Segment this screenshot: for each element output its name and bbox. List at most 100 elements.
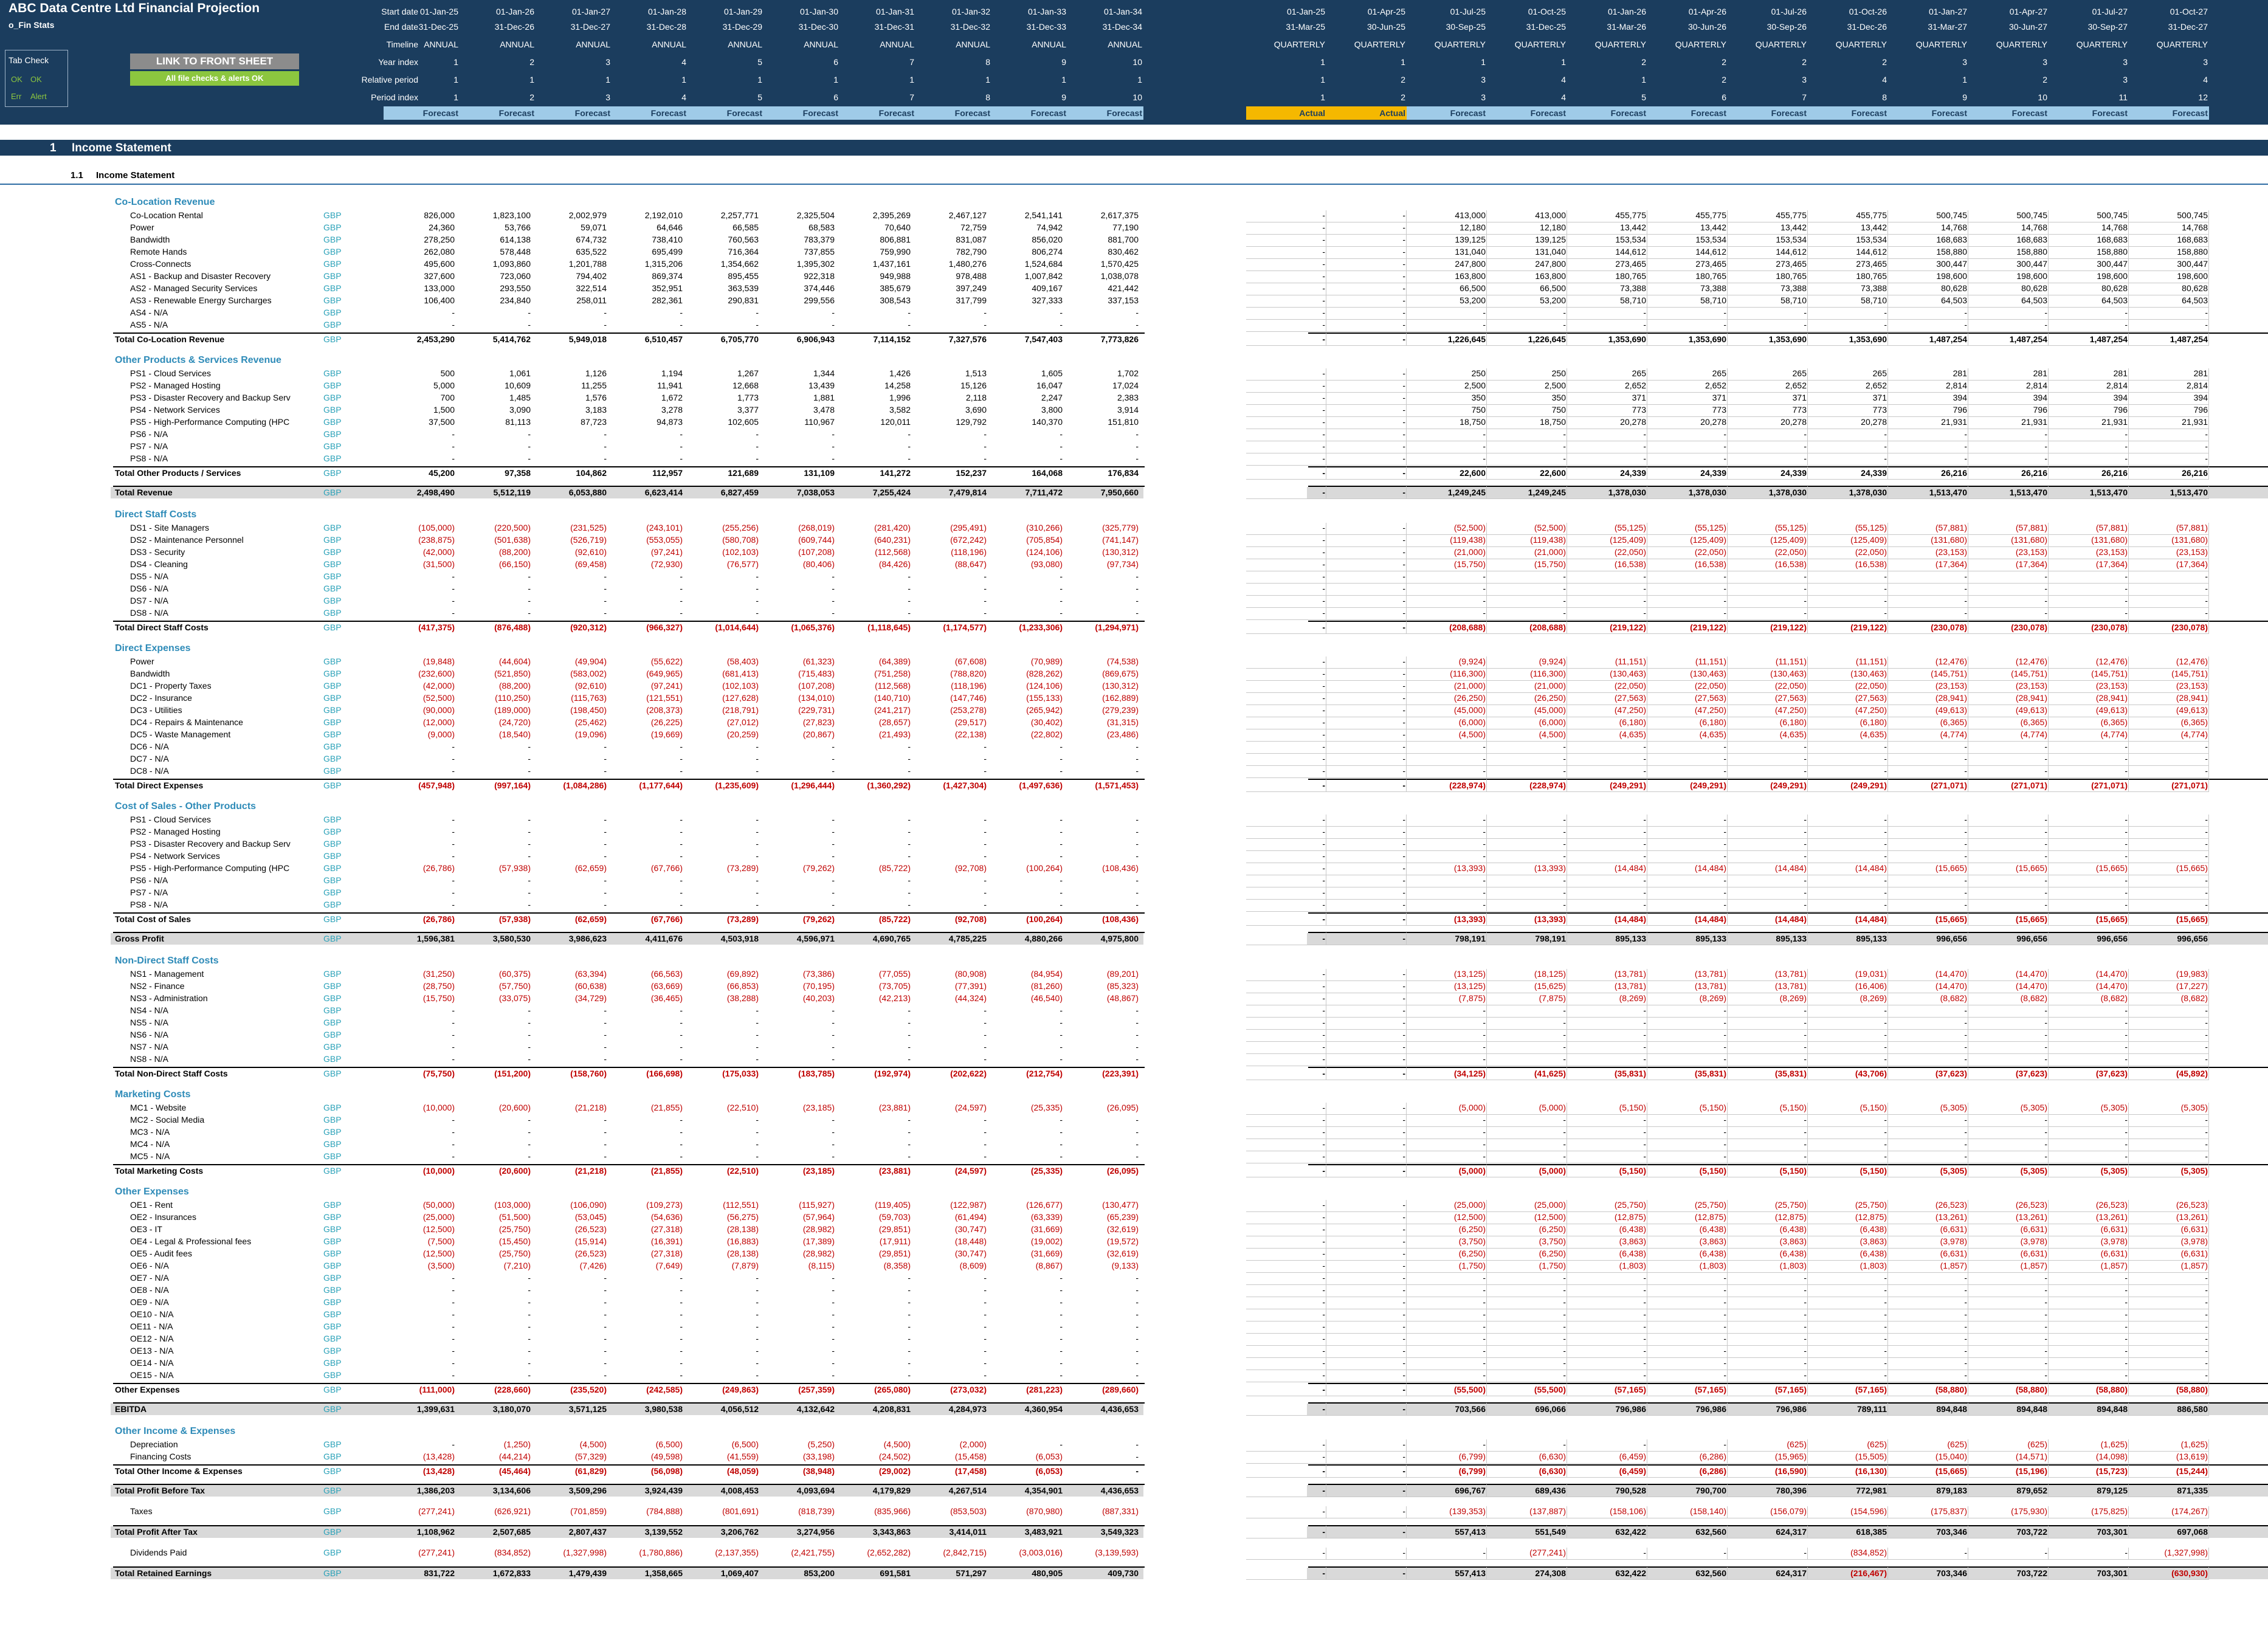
quarterly-cell-box: [1728, 320, 1808, 332]
annual-value: 3,571,125: [568, 1404, 607, 1414]
quarterly-cell-box: [1246, 405, 1326, 417]
annual-value: (208,373): [646, 705, 683, 715]
quarterly-cell-box: [1968, 1249, 2049, 1261]
annual-value: -: [756, 851, 759, 861]
quarterly-cell-box: [1968, 1115, 2049, 1127]
quarterly-cell-box: [1326, 222, 1407, 235]
annual-value: (88,200): [498, 681, 531, 691]
quarterly-value: 144,612: [1776, 247, 1807, 257]
unit-label: GBP: [323, 608, 342, 618]
annual-value: 4,436,653: [1100, 1486, 1139, 1495]
annual-value: -: [832, 1321, 835, 1331]
annual-value: 121,689: [728, 468, 759, 478]
quarterly-cell-box: [2129, 333, 2209, 346]
unit-label: GBP: [323, 1321, 342, 1331]
quarterly-cell-box: [2049, 1236, 2129, 1249]
quarterly-cell-box: [1326, 1054, 1407, 1066]
quarterly-cell-box: [2049, 1127, 2129, 1139]
annual-value: (73,289): [726, 863, 759, 873]
quarterly-cell-box: [1968, 467, 2049, 480]
quarterly-cell-box: [2129, 851, 2209, 863]
annual-value: (6,053): [1035, 1452, 1063, 1461]
annual-value: -: [1060, 1370, 1063, 1380]
quarterly-cell-box: [1567, 717, 1647, 729]
quarterly-cell-box: [1487, 1334, 1567, 1346]
quarterly-cell-box: [1246, 535, 1326, 547]
quarterly-cell-box: [1968, 523, 2049, 535]
annual-value: (1,233,306): [1019, 622, 1063, 632]
annual-value: 131,109: [804, 468, 835, 478]
quarterly-cell-box: [1968, 417, 2049, 429]
quarterly-cell-box: [1246, 621, 1326, 634]
annual-value: (257,359): [798, 1385, 835, 1394]
quarterly-cell-box: [2049, 681, 2129, 693]
quarterly-cell-box: [1647, 1383, 1728, 1396]
quarterly-cell-box: [1487, 1054, 1567, 1066]
link-to-front-sheet-button[interactable]: LINK TO FRONT SHEET: [130, 53, 299, 69]
annual-value: -: [832, 453, 835, 463]
quarterly-value: -: [1322, 320, 1325, 329]
quarterly-cell-box: [1326, 308, 1407, 320]
annual-value: -: [1060, 1127, 1063, 1137]
annual-value: (119,405): [875, 1200, 911, 1210]
annual-value: 68,583: [808, 222, 835, 232]
annual-value: (58,403): [726, 656, 759, 666]
quarterly-cell-box: [1808, 210, 1888, 222]
quarterly-value: 153,534: [1615, 235, 1646, 244]
annual-value: 869,374: [652, 271, 683, 281]
annual-value: (8,609): [959, 1261, 987, 1270]
annual-value: -: [1136, 1321, 1139, 1331]
quarterly-cell-box: [1728, 222, 1808, 235]
annual-value: -: [1136, 1054, 1139, 1064]
quarterly-value: -: [1322, 381, 1325, 390]
annual-value: -: [832, 441, 835, 451]
quarterly-cell-box: [1487, 381, 1567, 393]
annual-value: (115,927): [799, 1200, 835, 1210]
quarterly-cell-box: [1647, 717, 1728, 729]
annual-value: (73,386): [802, 969, 835, 979]
quarterly-cell-box: [1246, 1042, 1326, 1054]
quarterly-cell-box: [1728, 535, 1808, 547]
quarterly-cell-box: [1808, 981, 1888, 993]
annual-value: (25,000): [422, 1212, 455, 1222]
annual-value: (57,964): [802, 1212, 835, 1222]
quarterly-cell-box: [1407, 1127, 1487, 1139]
annual-value: (45,464): [498, 1466, 531, 1476]
quarterly-cell-box: [2049, 1403, 2129, 1416]
quarterly-value: 281: [1953, 368, 1967, 378]
unit-label: GBP: [323, 1548, 342, 1557]
quarterly-value: 2,500: [1464, 381, 1486, 390]
quarterly-cell-box: [2049, 1334, 2129, 1346]
unit-label: GBP: [323, 308, 342, 317]
quarterly-cell-box: [1567, 1224, 1647, 1236]
annual-value: -: [604, 1054, 607, 1064]
quarterly-cell-box: [1567, 681, 1647, 693]
quarterly-cell-box: [1728, 705, 1808, 717]
quarterly-cell-box: [2049, 1321, 2129, 1334]
annual-value: -: [680, 1309, 683, 1319]
quarterly-value: 21,931: [2021, 417, 2047, 427]
annual-value: -: [680, 453, 683, 463]
annual-value: 2,467,127: [948, 210, 987, 220]
total-rule: [1308, 332, 2268, 334]
annual-value: (42,000): [422, 681, 455, 691]
annual-value: -: [756, 1297, 759, 1307]
annual-value: -: [908, 1042, 911, 1052]
annual-value: -: [984, 1042, 987, 1052]
quarterly-value: 144,612: [1615, 247, 1646, 257]
annual-value: 1,007,842: [1024, 271, 1063, 281]
annual-value: -: [756, 742, 759, 751]
quarterly-cell-box: [1728, 1452, 1808, 1464]
annual-value: 1,194: [661, 368, 683, 378]
annual-value: -: [452, 1115, 455, 1125]
annual-value: (9,133): [1111, 1261, 1139, 1270]
annual-value: -: [756, 1054, 759, 1064]
annual-value: 6,906,943: [796, 334, 835, 344]
line-item-label: NS6 - N/A: [130, 1030, 169, 1039]
quarterly-cell-box: [1487, 681, 1567, 693]
unit-label: GBP: [323, 766, 342, 776]
annual-value: -: [452, 453, 455, 463]
quarterly-cell-box: [2129, 1103, 2209, 1115]
quarterly-timeline: QUARTERLY: [2156, 40, 2208, 49]
quarterly-cell-box: [1808, 1526, 1888, 1538]
